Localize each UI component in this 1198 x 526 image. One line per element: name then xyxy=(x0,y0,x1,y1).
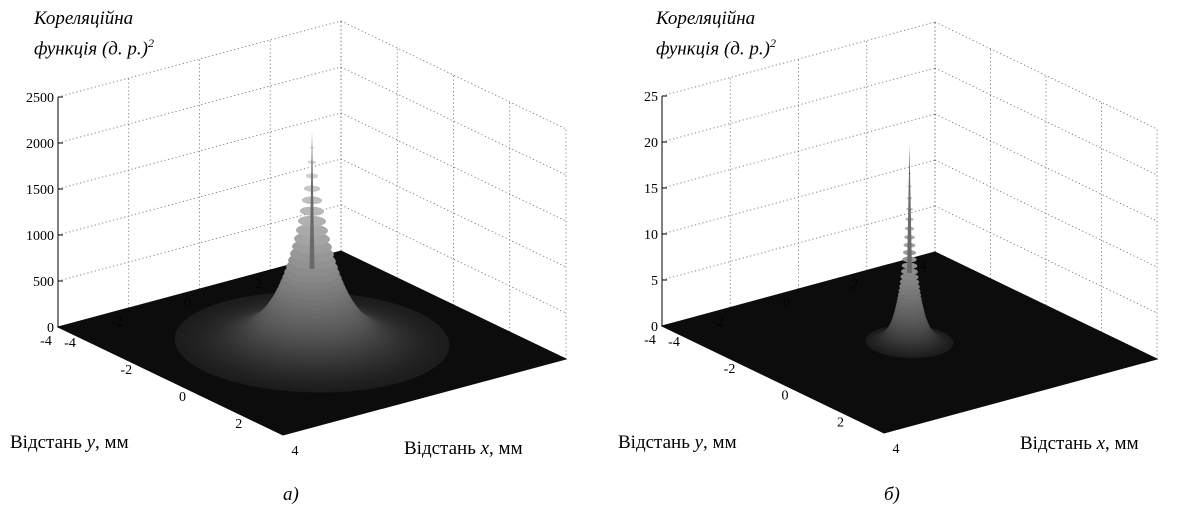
x-tick-label: 0 xyxy=(179,390,186,405)
x-tick-label: -2 xyxy=(724,362,736,377)
gridline xyxy=(934,205,1158,314)
z-tick-label: 10 xyxy=(644,228,658,243)
y-tick-label: -4 xyxy=(40,334,52,349)
gridline xyxy=(57,204,342,282)
z-axis-title-line1: Кореляційна xyxy=(656,8,756,29)
surface-tip xyxy=(907,144,912,274)
z-axis: 0 500 1000 1500 2000 2500 xyxy=(26,91,63,336)
z-tick-label: 1000 xyxy=(26,229,54,244)
chart-panel-b: 0 5 10 15 20 25 -4 -2 0 2 4 -4 -2 0 2 4 Кореляційна фун… xyxy=(599,0,1198,526)
gridline xyxy=(340,20,567,130)
y-tick-label: 4 xyxy=(920,259,927,274)
z-tick-label: 2000 xyxy=(26,137,54,152)
y-axis: -4 -2 0 2 4 xyxy=(644,259,926,348)
panel-caption: б) xyxy=(884,484,900,505)
y-tick-label: -2 xyxy=(712,315,724,330)
z-tick-label: 0 xyxy=(47,321,54,336)
y-tick-label: 0 xyxy=(783,296,790,311)
z-tick-label: 15 xyxy=(644,182,658,197)
surface-peak xyxy=(174,131,450,393)
z-axis-title-line1: Кореляційна xyxy=(34,8,134,29)
z-axis-title-line2: функція (д. р.) xyxy=(34,38,148,60)
x-tick-label: -2 xyxy=(120,363,132,378)
z-axis-title-sup: 2 xyxy=(147,36,154,50)
gridline xyxy=(661,113,936,189)
surface-ring xyxy=(900,273,919,281)
gridline xyxy=(57,158,342,236)
x-axis-label: Відстань x, мм xyxy=(404,438,523,459)
z-tick-label: 25 xyxy=(644,90,658,105)
y-tick-label: 2 xyxy=(851,278,858,293)
gridline xyxy=(57,112,342,190)
panel-caption: а) xyxy=(283,484,299,505)
z-tick-label: 5 xyxy=(651,274,658,289)
x-tick-label: 4 xyxy=(893,442,900,457)
x-tick-label: 0 xyxy=(782,389,789,404)
z-axis-title: Кореляційна функція (д. р.)2 xyxy=(34,6,154,61)
x-axis: -4 -2 0 2 4 xyxy=(64,336,298,459)
y-axis-label: Відстань y, мм xyxy=(618,432,737,453)
x-axis-label: Відстань x, мм xyxy=(1020,433,1139,454)
x-tick-label: -4 xyxy=(64,336,76,351)
y-axis-label: Відстань y, мм xyxy=(10,432,129,453)
y-tick-label: 2 xyxy=(255,277,262,292)
z-tick-label: 2500 xyxy=(26,91,54,106)
z-axis-title: Кореляційна функція (д. р.)2 xyxy=(656,6,776,61)
gridline xyxy=(934,67,1158,176)
surface-plot-b: 0 5 10 15 20 25 -4 -2 0 2 4 -4 -2 0 2 4 xyxy=(644,21,1159,457)
x-tick-label: 4 xyxy=(292,444,299,459)
gridline xyxy=(57,20,342,98)
gridline xyxy=(661,21,936,97)
z-tick-label: 0 xyxy=(651,320,658,335)
y-tick-label: 0 xyxy=(184,296,191,311)
z-tick-label: 1500 xyxy=(26,183,54,198)
x-tick-label: 2 xyxy=(235,417,242,432)
gridline xyxy=(934,113,1158,222)
z-axis-title-sup: 2 xyxy=(769,36,776,50)
z-tick-label: 500 xyxy=(33,275,54,290)
z-tick-label: 20 xyxy=(644,136,658,151)
y-tick-label: -4 xyxy=(644,333,656,348)
x-tick-label: -4 xyxy=(668,335,680,350)
gridline xyxy=(57,66,342,144)
z-axis: 0 5 10 15 20 25 xyxy=(644,90,667,335)
gridline xyxy=(340,66,567,176)
gridline xyxy=(934,21,1158,130)
gridline xyxy=(661,67,936,143)
surface-tip xyxy=(309,131,315,269)
y-tick-label: -2 xyxy=(111,315,123,330)
gridline xyxy=(934,159,1158,268)
surface-peak xyxy=(865,144,954,359)
z-axis-title-line2: функція (д. р.) xyxy=(656,38,770,60)
x-tick-label: 2 xyxy=(837,415,844,430)
x-axis: -4 -2 0 2 4 xyxy=(668,335,899,457)
